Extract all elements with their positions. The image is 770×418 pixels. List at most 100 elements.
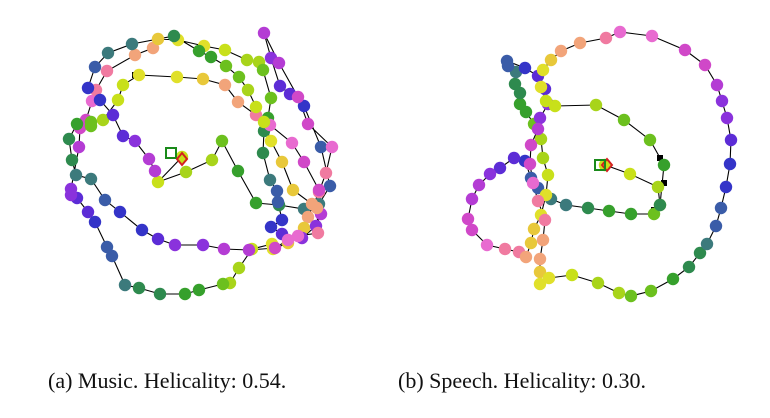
helix-point — [70, 117, 84, 131]
helix-point — [498, 242, 512, 256]
music-helix-centers — [165, 147, 189, 167]
helix-point — [106, 108, 120, 122]
helix-point — [116, 129, 130, 143]
helix-point — [719, 180, 733, 194]
helix-point — [268, 241, 282, 255]
helix-point — [624, 289, 638, 303]
helix-point — [319, 166, 333, 180]
speech-helix-panel — [461, 25, 738, 303]
helix-point — [249, 100, 263, 114]
helix-point — [493, 161, 507, 175]
helix-point — [128, 48, 142, 62]
music-caption: (a) Music. Helicality: 0.54. — [48, 368, 287, 393]
helix-point — [273, 79, 287, 93]
helix-point — [513, 97, 527, 111]
speech-helix-centers — [594, 157, 614, 173]
helix-point — [142, 152, 156, 166]
helix-point — [281, 233, 295, 247]
helix-point — [81, 81, 95, 95]
helix-point — [536, 233, 550, 247]
helix-point — [581, 201, 595, 215]
helix-point — [519, 250, 533, 264]
helix-point — [312, 183, 326, 197]
helix-point — [205, 153, 219, 167]
helix-point — [472, 178, 486, 192]
helix-point — [286, 183, 300, 197]
helix-point — [602, 204, 616, 218]
helix-point — [623, 167, 637, 181]
helix-point — [678, 43, 692, 57]
helix-point — [179, 165, 193, 179]
helix-point — [589, 98, 603, 112]
helix-point — [241, 83, 255, 97]
helix-point — [167, 29, 181, 43]
helix-point — [256, 146, 270, 160]
helix-point — [151, 32, 165, 46]
helix-point — [271, 195, 285, 209]
helix-point — [132, 281, 146, 295]
helix-point — [84, 172, 98, 186]
helix-point — [297, 99, 311, 113]
helix-node — [657, 155, 663, 161]
helix-point — [651, 180, 665, 194]
helix-point — [116, 78, 130, 92]
helix-point — [216, 277, 230, 291]
helix-point — [153, 287, 167, 301]
helix-point — [272, 56, 286, 70]
helix-point — [125, 37, 139, 51]
helix-point — [647, 207, 661, 221]
helix-point — [270, 184, 284, 198]
helix-point — [192, 283, 206, 297]
helix-point — [81, 205, 95, 219]
helix-point — [461, 212, 475, 226]
helix-point — [644, 284, 658, 298]
helix-point — [643, 133, 657, 147]
helix-point — [264, 134, 278, 148]
helix-point — [613, 25, 627, 39]
helix-point — [204, 50, 218, 64]
helix-point — [693, 246, 707, 260]
helix-point — [624, 207, 638, 221]
helix-point — [524, 236, 538, 250]
helix-point — [314, 140, 328, 154]
helix-point — [526, 176, 540, 190]
helix-point — [218, 78, 232, 92]
helix-point — [723, 157, 737, 171]
helix-point — [666, 272, 680, 286]
music-helix-points — [62, 26, 339, 301]
helix-point — [178, 287, 192, 301]
helix-point — [565, 268, 579, 282]
helix-point — [536, 63, 550, 77]
helix-point — [301, 117, 315, 131]
helix-point — [256, 63, 270, 77]
helix-point — [682, 260, 696, 274]
helix-point — [533, 252, 547, 266]
helix-point — [72, 140, 86, 154]
helix-point — [508, 77, 522, 91]
center-diamond-marker — [600, 157, 614, 173]
helix-point — [645, 29, 659, 43]
helix-point — [559, 198, 573, 212]
helix-point — [527, 222, 541, 236]
helix-point — [135, 223, 149, 237]
helix-point — [113, 205, 127, 219]
helix-point — [215, 134, 229, 148]
helix-point — [612, 286, 626, 300]
helix-point — [231, 164, 245, 178]
helix-point — [88, 215, 102, 229]
helix-point — [301, 210, 315, 224]
helix-point — [524, 138, 538, 152]
helix-point — [101, 46, 115, 60]
helix-point — [518, 61, 532, 75]
helix-point — [617, 113, 631, 127]
helix-point — [217, 242, 231, 256]
helix-point — [84, 119, 98, 133]
helix-point — [100, 240, 114, 254]
helix-point — [541, 168, 555, 182]
speech-helix-points — [461, 25, 738, 303]
helix-point — [64, 182, 78, 196]
helix-point — [232, 261, 246, 275]
helix-point — [480, 238, 494, 252]
center-diamond-marker — [175, 151, 189, 167]
helix-point — [219, 59, 233, 73]
